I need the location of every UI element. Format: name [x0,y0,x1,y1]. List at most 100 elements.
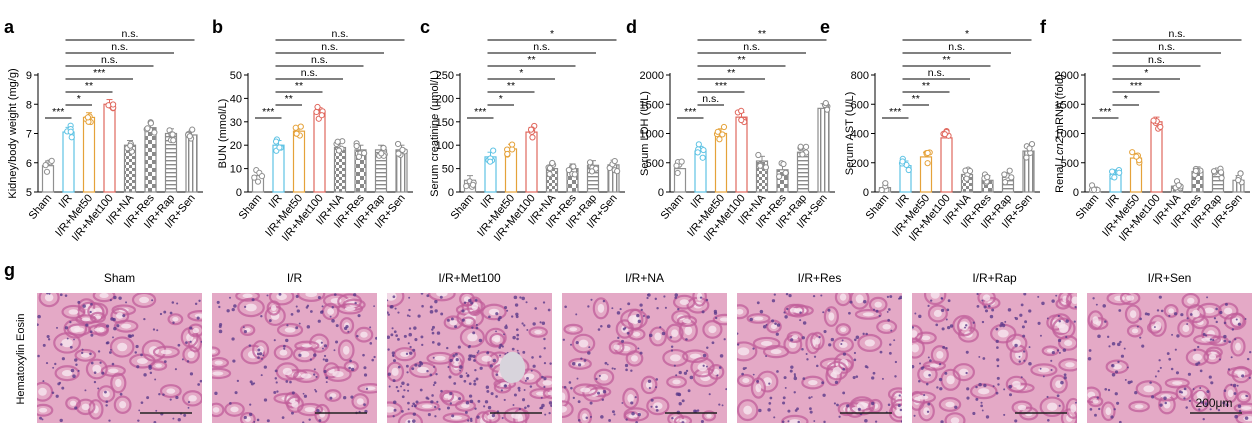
tubule-lumen [1070,404,1077,413]
nucleus [1007,308,1012,312]
nucleus [391,327,394,330]
tubule-lumen [70,400,77,406]
nucleus [256,418,260,422]
nucleus [687,389,691,393]
nucleus [543,347,546,350]
nucleus [1058,351,1061,354]
nucleus [467,419,470,422]
nucleus [273,339,276,342]
nucleus [357,314,361,318]
tubule [110,307,130,324]
significance-label: * [965,28,969,40]
nucleus [397,337,400,341]
nucleus [1209,408,1212,411]
y-tick-label: 200 [436,93,454,105]
nucleus [401,395,405,399]
nucleus [298,322,301,325]
bar-I/R+Met100 [525,131,538,193]
tubule [38,293,60,308]
nucleus [266,419,270,423]
nucleus [1106,335,1110,339]
nucleus [809,407,812,411]
nucleus [1244,416,1249,420]
nucleus [923,394,926,397]
tubule-lumen [1240,394,1247,400]
nucleus [776,323,781,327]
nucleus [619,307,622,311]
nucleus [52,366,55,369]
nucleus [642,315,645,318]
nucleus [570,343,573,346]
nucleus [705,365,708,368]
nucleus [965,324,968,327]
nucleus [295,326,299,330]
nucleus [965,371,968,375]
histology-image-I/R+Met100 [387,293,552,423]
nucleus [232,359,236,363]
significance-label: ** [507,80,515,92]
nucleus [415,400,419,404]
tubule-lumen [712,368,720,375]
nucleus [447,366,450,368]
y-tick-label: 100 [436,140,454,152]
nucleus [82,304,86,308]
tubule [562,400,574,419]
nucleus [827,308,831,312]
nucleus [473,382,477,386]
nucleus [1111,364,1115,368]
nucleus [1223,389,1227,392]
nucleus [879,350,883,354]
nucleus [886,295,890,299]
bar-I/R+Met50 [82,116,96,193]
data-point [504,150,511,158]
nucleus [234,391,238,395]
significance-label: ** [527,54,535,66]
data-point [276,144,283,151]
nucleus [944,371,948,375]
tubule-lumen [136,358,148,364]
nucleus [842,391,846,395]
nucleus [674,296,678,299]
tubule-lumen [653,402,663,410]
nucleus [606,363,609,366]
nucleus [833,402,837,405]
nucleus [608,419,611,422]
nucleus [613,413,616,416]
nucleus [431,328,434,331]
tubule [977,293,996,306]
nucleus [37,323,39,326]
y-tick-label: 40 [230,93,242,105]
nucleus [97,387,100,390]
nucleus [705,298,709,302]
tubule [297,402,324,417]
nucleus [515,328,519,332]
tubule-lumen [708,325,717,334]
nucleus [1056,394,1060,398]
nucleus [802,321,807,325]
nucleus [163,360,167,364]
nucleus [474,368,477,372]
nucleus [980,401,983,404]
nucleus [813,355,817,358]
tubule-lumen [471,302,478,311]
significance-label: ** [295,80,303,92]
tubule [393,347,417,362]
nucleus [242,326,245,329]
lumen-space [499,351,526,383]
nucleus [1008,384,1012,389]
nucleus [89,310,92,314]
nucleus [1159,403,1163,407]
tubule-lumen [945,401,955,408]
nucleus [625,368,628,372]
nucleus [964,326,966,329]
data-point [802,143,810,150]
nucleus [1041,301,1045,306]
tubule-lumen [882,324,891,330]
nucleus [59,418,63,423]
nucleus [476,415,480,419]
nucleus [898,297,900,300]
tubule-lumen [839,293,847,301]
nucleus [408,327,412,330]
nucleus [1215,307,1218,311]
